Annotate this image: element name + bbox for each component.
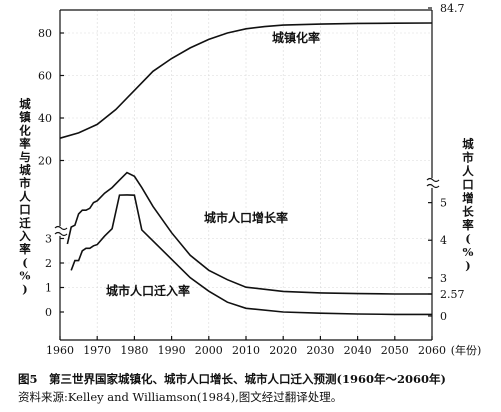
y-left-tick-label: 1 — [45, 282, 52, 295]
x-tick-label: 1960 — [46, 344, 74, 357]
series-annotation: 城镇化率 — [272, 30, 320, 45]
y-left-tick-label: 3 — [45, 233, 52, 246]
y-right-tick-label: 4 — [440, 234, 447, 247]
figure-caption: 图5 第三世界国家城镇化、城市人口增长、城市人口迁入预测(1960年～2060年… — [18, 372, 446, 386]
x-axis-label: (年份) — [451, 343, 482, 357]
right-axis-break — [426, 177, 440, 189]
x-tick-label: 2050 — [381, 344, 409, 357]
y-left-tick-label: 80 — [38, 27, 52, 40]
x-tick-label: 2030 — [306, 344, 334, 357]
y-left-tick-label: 40 — [38, 112, 52, 125]
series-line-0 — [59, 22, 433, 139]
y-right-tick-label: 3 — [440, 272, 447, 285]
y-left-tick-label: 20 — [38, 155, 52, 168]
y-right-tick-label: 5 — [440, 197, 447, 210]
x-tick-label: 2000 — [195, 344, 223, 357]
x-tick-label: 1970 — [83, 344, 111, 357]
labels-layer: (年份) 城镇化率与城市人口迁入率(%) 城市人口增长率(%) 城镇化率城市人口增长率… — [19, 30, 481, 357]
y-right-axis-label: 城市人口增长率(%) — [462, 137, 474, 273]
x-tick-label: 2060 — [418, 344, 446, 357]
ticks-layer: 1960 1970 1980 1990 2000 2010 2020 2030 2040 2050… — [38, 2, 465, 357]
series-line-2 — [70, 194, 432, 316]
left-axis-break — [54, 225, 68, 237]
series-annotation: 城市人口迁入率 — [106, 283, 190, 298]
x-tick-label: 1990 — [158, 344, 186, 357]
y-right-tick-label: 84.7 — [440, 2, 465, 15]
series-annotation: 城市人口增长率 — [204, 210, 288, 225]
series-layer — [59, 22, 433, 316]
x-tick-label: 1980 — [120, 344, 148, 357]
x-tick-label: 2040 — [344, 344, 372, 357]
y-left-axis-label: 城镇化率与城市人口迁入率(%) — [19, 97, 31, 296]
x-tick-label: 2020 — [269, 344, 297, 357]
y-right-tick-label: 0 — [440, 310, 447, 323]
y-left-tick-label: 2 — [45, 257, 52, 270]
x-tick-label: 2010 — [232, 344, 260, 357]
y-left-tick-label: 60 — [38, 70, 52, 83]
y-right-tick-label: 2.57 — [440, 288, 465, 301]
y-left-tick-label: 0 — [45, 306, 52, 319]
figure-source: 资料来源:Kelley and Williamson(1984),图文经过翻译处… — [18, 390, 343, 404]
series-line-1 — [66, 171, 432, 295]
